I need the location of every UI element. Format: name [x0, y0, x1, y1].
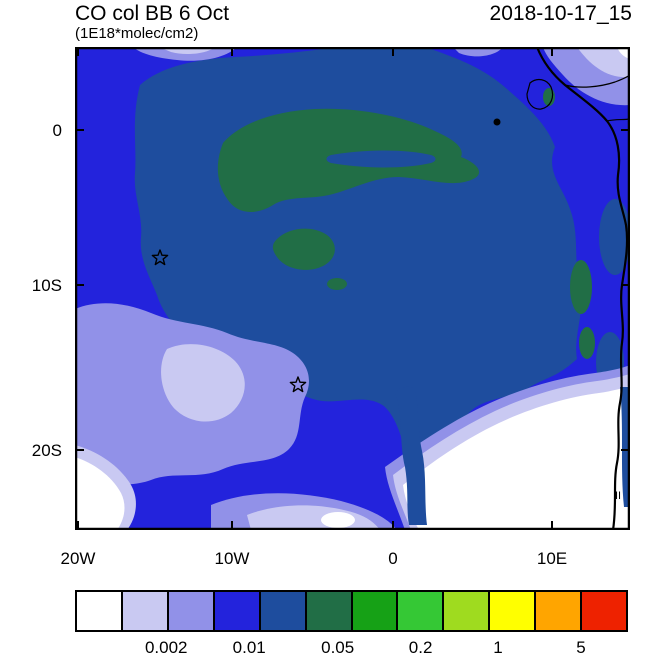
contour-region-dark-blue-coast-strip	[620, 387, 630, 507]
page-title: CO col BB 6 Oct	[75, 2, 230, 25]
x-tick-label-20w: 20W	[60, 549, 96, 568]
contour-slit-in-green	[326, 150, 436, 168]
colorbar-tick-label: 0.2	[408, 638, 433, 657]
x-tick-label-10e: 10E	[536, 549, 568, 568]
colorbar-swatch	[214, 592, 261, 630]
contour-region-green-coastal-3	[543, 88, 555, 106]
axis-ticks	[75, 47, 630, 530]
coast-ii-mark: II	[615, 490, 621, 502]
contour-region-white-southwest-corner	[75, 457, 125, 530]
x-tick-label-10w: 10W	[214, 549, 250, 568]
colorbar-tick-label: 1	[493, 638, 503, 657]
contour-region-white-bottom-spot	[321, 512, 355, 528]
country-border-loop	[526, 78, 554, 110]
contour-region-periwinkle-top-mid	[453, 47, 503, 57]
plot-frame	[74, 46, 631, 531]
y-tick-label-0: 0	[52, 121, 62, 140]
colorbar-swatch	[77, 592, 123, 630]
country-border-1	[564, 74, 631, 88]
contour-region-lavender-top-right	[577, 47, 630, 78]
run-timestamp: 2018-10-17_15	[489, 2, 632, 25]
colorbar-tick-label: 5	[576, 638, 586, 657]
colorbar-swatch	[352, 592, 399, 630]
colorbar-tick-label: 0.05	[321, 638, 355, 657]
contour-region-green-coastal-2	[579, 327, 595, 359]
colorbar-swatch	[444, 592, 491, 630]
colorbar-swatch	[398, 592, 445, 630]
contour-map: II	[74, 46, 631, 531]
y-tick-label-10s: 10S	[31, 276, 62, 295]
contour-region-dark-blue-land-1	[599, 199, 631, 275]
colorbar-swatch	[490, 592, 537, 630]
map-plot-area: II	[74, 46, 631, 531]
contour-region-dark-blue-channel	[395, 386, 427, 525]
contour-region-green-spot	[327, 278, 347, 290]
colorbar-swatch	[582, 592, 627, 630]
star-marker-2	[289, 376, 307, 393]
contour-region-white-southeast	[403, 386, 630, 530]
contour-region-green-coastal-1	[570, 260, 592, 314]
contour-region-white-top-right-corner	[617, 47, 630, 59]
colorbar	[75, 590, 628, 632]
x-tick-label-0: 0	[388, 549, 398, 568]
colorbar-labels: 0.002 0.01 0.05 0.2 1 5	[75, 638, 628, 660]
colorbar-swatch	[536, 592, 583, 630]
africa-coastline	[535, 46, 629, 531]
units-label: (1E18*molec/cm2)	[75, 25, 199, 42]
star-marker-1	[151, 249, 169, 266]
colorbar-swatch	[306, 592, 353, 630]
colorbar-tick-label: 0.002	[144, 638, 188, 657]
colorbar-swatch	[168, 592, 215, 630]
colorbar-swatch	[122, 592, 169, 630]
contour-region-lavender-southwest-core	[161, 344, 245, 422]
contour-region-green-secondary	[272, 228, 335, 270]
colorbar-swatch	[260, 592, 307, 630]
colorbar-tick-label: 0.01	[232, 638, 266, 657]
city-dot-marker	[493, 118, 501, 126]
y-tick-label-20s: 20S	[31, 441, 62, 460]
